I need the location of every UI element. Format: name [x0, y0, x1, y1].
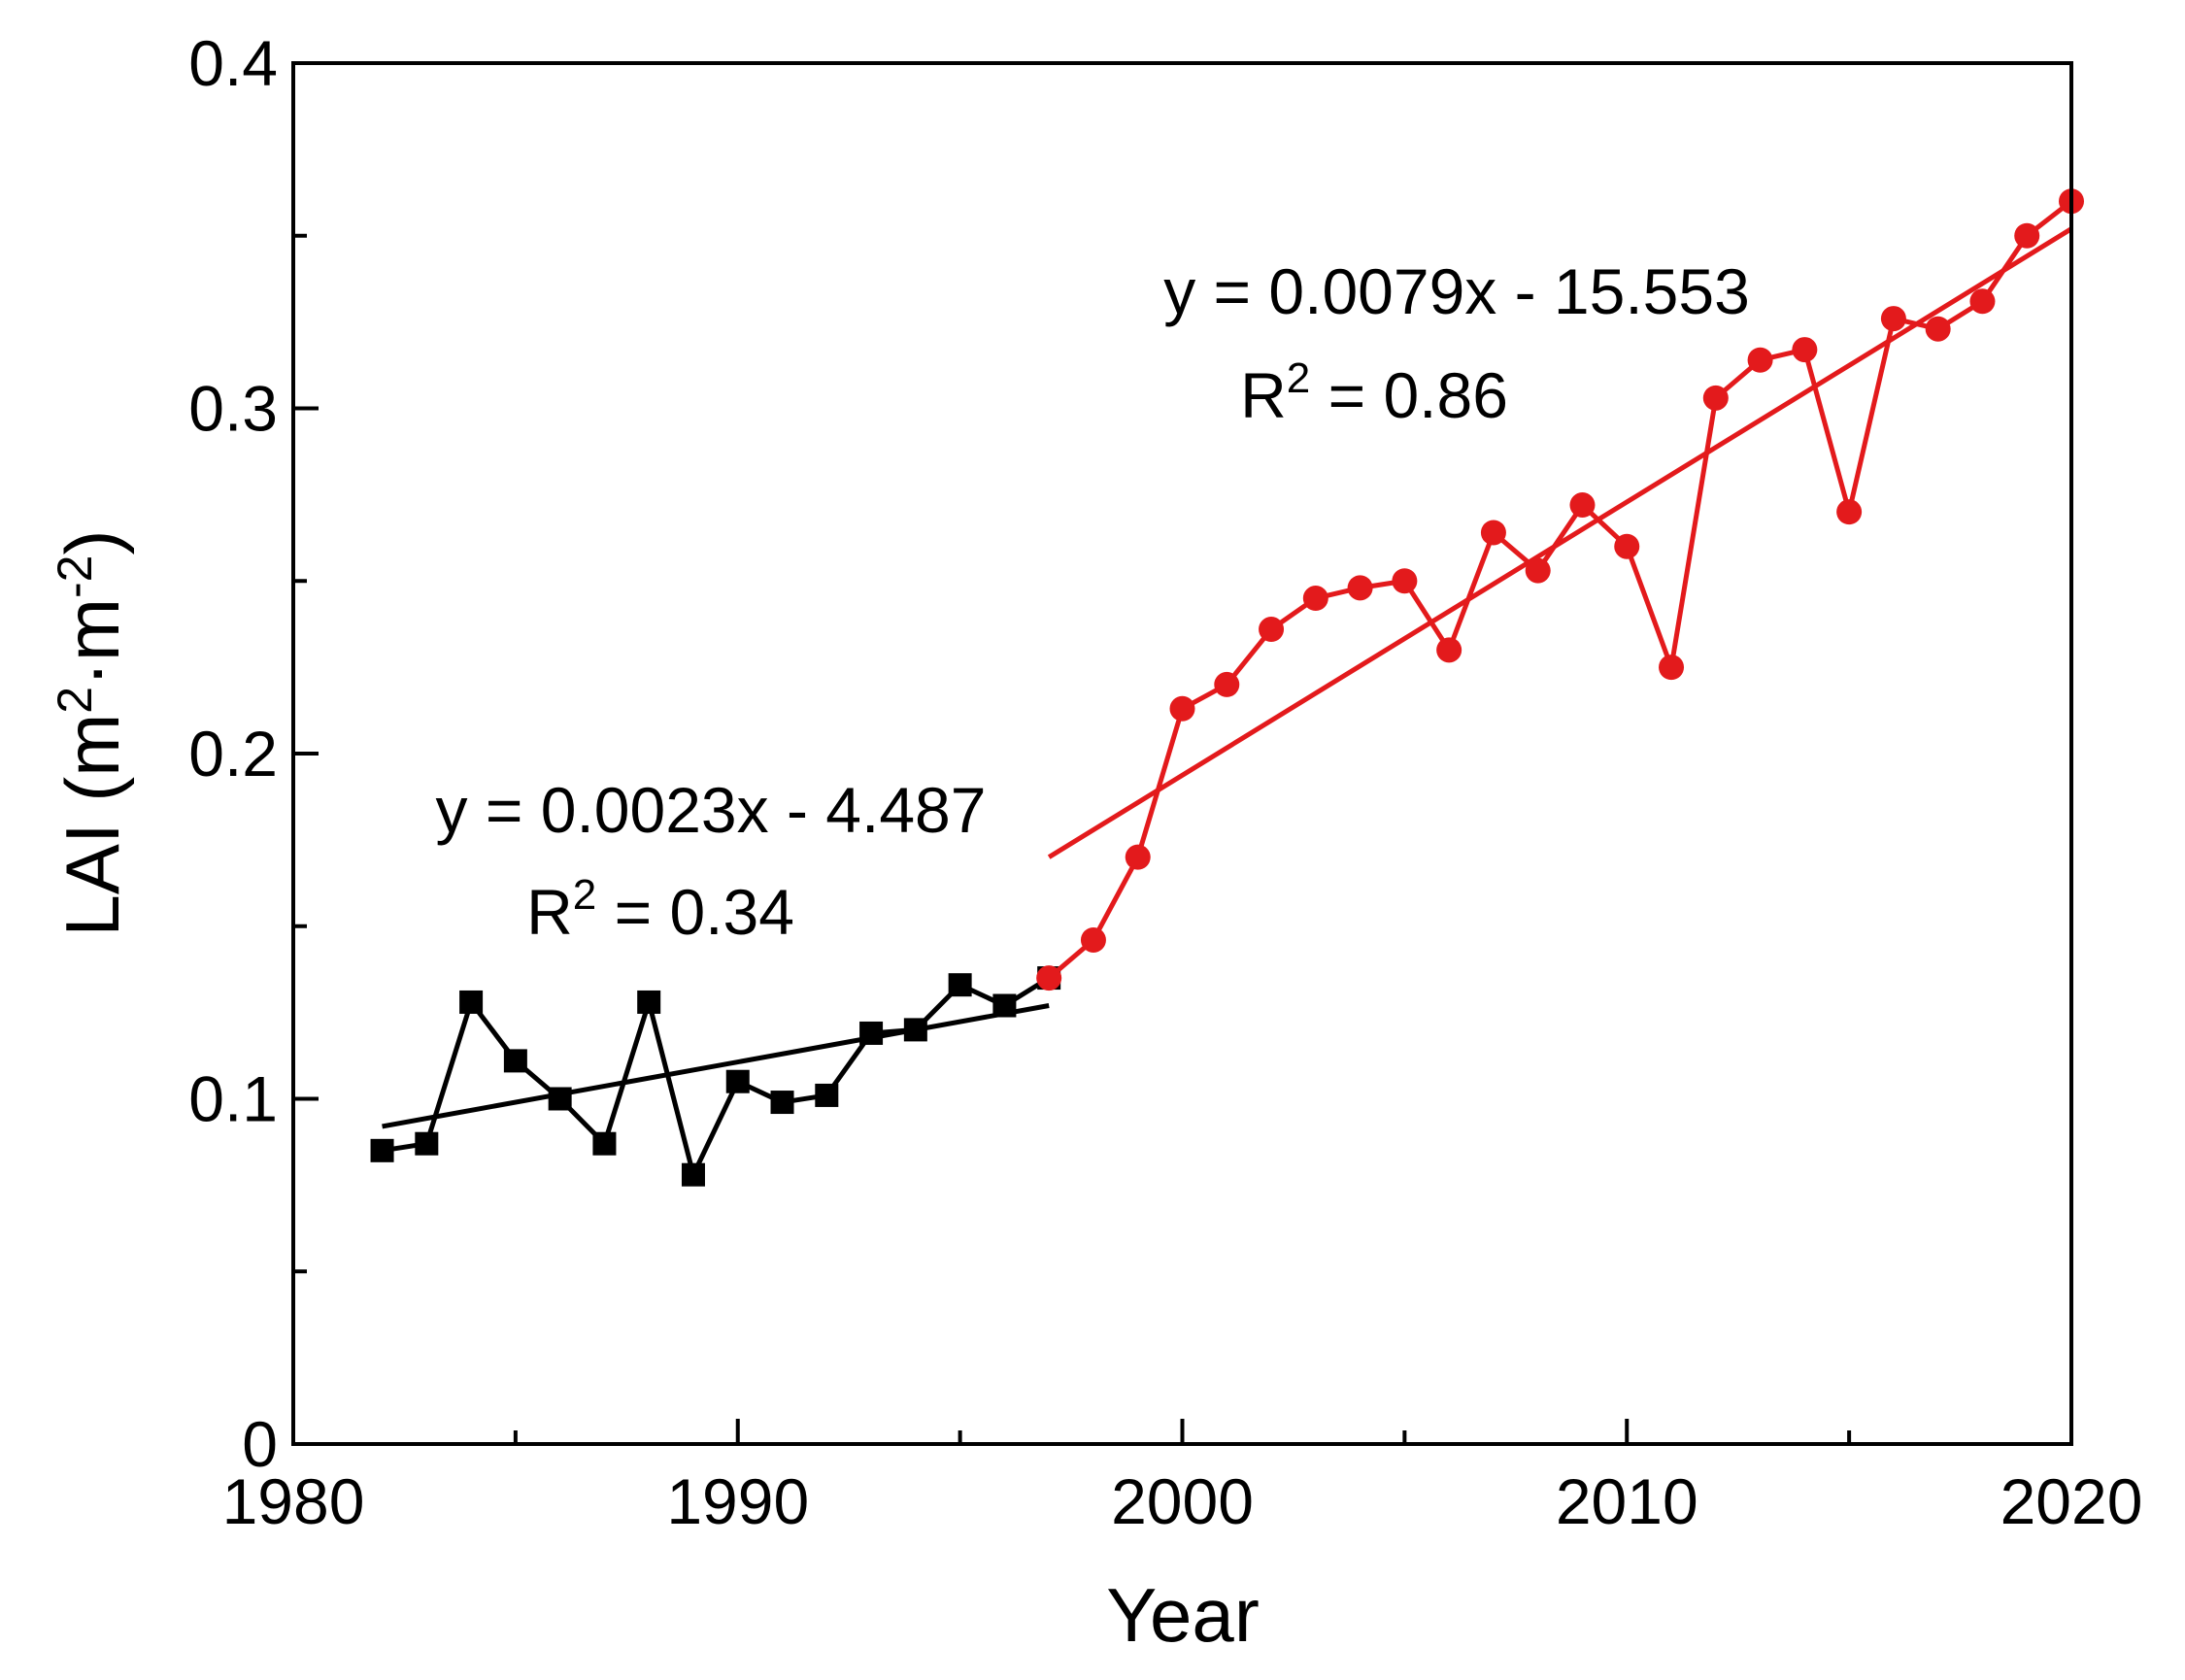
y-tick-label: 0 — [242, 1408, 278, 1480]
data-point-circle — [1525, 557, 1551, 584]
axes-layer: 1980 1990 2000 2010 2020 0 0.1 0.2 0.3 0.4 — [188, 27, 2142, 1537]
data-point-square — [370, 1138, 394, 1162]
x-tick-label: 2010 — [1556, 1465, 1698, 1537]
data-point-circle — [1347, 575, 1373, 601]
trendline-0 — [382, 1003, 1050, 1129]
x-tick-label: 2000 — [1111, 1465, 1254, 1537]
data-point-circle — [1436, 637, 1462, 663]
data-point-square — [815, 1083, 839, 1107]
data-point-circle — [1214, 671, 1240, 697]
data-point-square — [992, 993, 1017, 1018]
data-point-square — [548, 1087, 572, 1111]
data-point-square — [459, 990, 484, 1014]
data-point-square — [903, 1018, 927, 1042]
y-tick-label: 0.3 — [188, 373, 278, 445]
y-axis-title-prefix: LAI (m — [50, 714, 135, 937]
data-point-circle — [2014, 222, 2040, 249]
trend-equation-red: y = 0.0079x - 15.553 — [1163, 255, 1750, 327]
data-point-circle — [1259, 617, 1285, 643]
x-tick-label: 1990 — [666, 1465, 809, 1537]
data-point-square — [725, 1069, 750, 1093]
data-point-circle — [1747, 347, 1773, 373]
trend-r2-black-sup: 2 — [573, 871, 596, 919]
y-axis-title-sup1: 2 — [48, 687, 102, 714]
trend-r2-red: R2 = 0.86 — [1240, 354, 1508, 431]
data-point-square — [859, 1021, 884, 1045]
data-point-circle — [1880, 306, 1906, 332]
data-point-circle — [1569, 492, 1596, 519]
data-point-circle — [1614, 533, 1640, 559]
y-tick-label: 0.1 — [188, 1063, 278, 1135]
data-point-circle — [1836, 499, 1863, 525]
x-tick-label: 1980 — [222, 1465, 365, 1537]
data-point-square — [503, 1049, 527, 1073]
trendlines-layer — [382, 226, 2073, 1129]
y-axis-title-suffix: ) — [50, 530, 135, 555]
data-point-circle — [1169, 695, 1195, 722]
data-point-square — [637, 990, 661, 1014]
trend-r2-black: R2 = 0.34 — [526, 871, 794, 948]
data-point-square — [681, 1162, 705, 1187]
data-point-circle — [1925, 316, 1951, 342]
data-point-circle — [1392, 568, 1418, 594]
x-tick-label: 2020 — [2000, 1465, 2143, 1537]
data-point-circle — [1302, 586, 1328, 612]
data-point-circle — [1659, 655, 1685, 681]
labels-layer: Year LAI (m2·m-2) y = 0.0023x - 4.487 R2… — [48, 255, 1750, 1658]
data-point-square — [415, 1131, 439, 1156]
trend-r2-black-prefix: R — [526, 876, 573, 948]
data-point-square — [770, 1091, 794, 1115]
trend-r2-red-sup: 2 — [1287, 354, 1310, 402]
y-tick-label: 0.4 — [188, 27, 278, 99]
trend-equation-black: y = 0.0023x - 4.487 — [436, 774, 987, 846]
x-axis-title: Year — [1106, 1572, 1260, 1658]
data-point-circle — [1125, 844, 1151, 870]
series-layer — [370, 188, 2084, 1187]
y-axis-title-mid: ·m — [50, 598, 135, 687]
data-point-circle — [1480, 520, 1506, 546]
trend-r2-red-value: = 0.86 — [1310, 359, 1508, 431]
y-axis-title: LAI (m2·m-2) — [48, 530, 135, 937]
data-point-square — [948, 973, 972, 997]
trend-r2-black-value: = 0.34 — [596, 876, 794, 948]
trend-r2-red-prefix: R — [1240, 359, 1287, 431]
data-point-circle — [1080, 926, 1106, 953]
data-point-circle — [1036, 965, 1062, 991]
y-tick-label: 0.2 — [188, 718, 278, 790]
series-line-0 — [382, 975, 1051, 1178]
data-point-circle — [1969, 288, 1996, 315]
data-point-square — [592, 1131, 617, 1156]
trendline-1 — [1047, 226, 2073, 859]
data-point-circle — [1702, 385, 1729, 411]
y-axis-title-sup2: -2 — [48, 555, 102, 598]
data-point-circle — [1792, 337, 1818, 363]
